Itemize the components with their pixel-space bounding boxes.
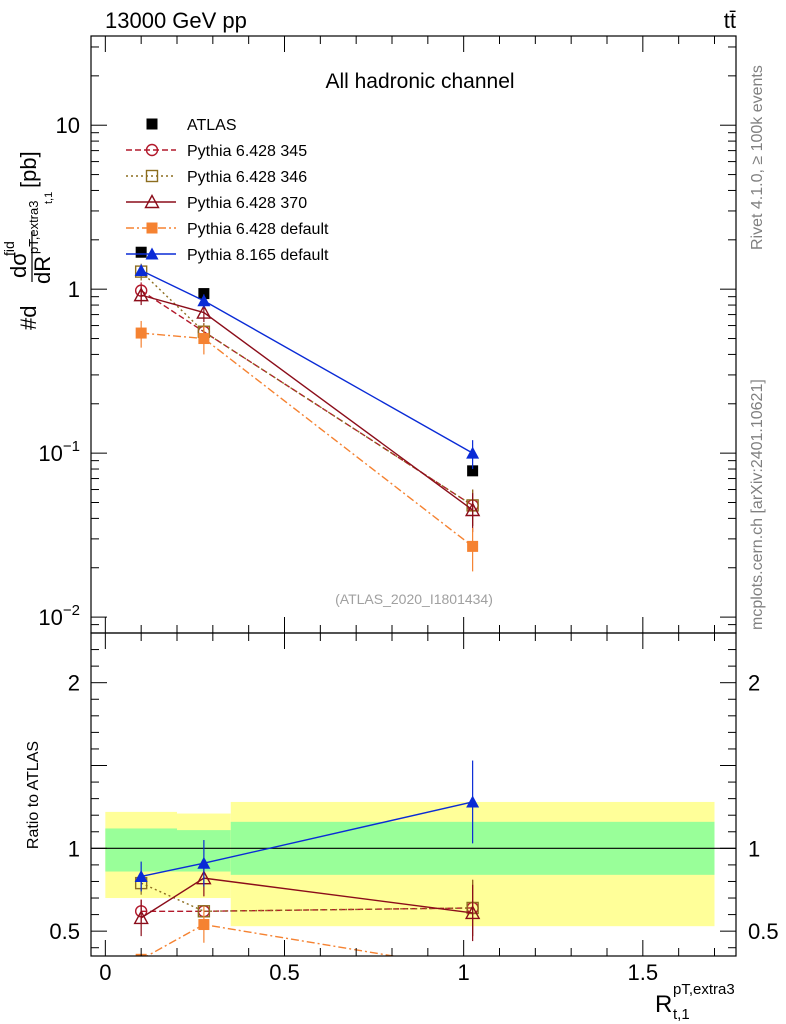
ratio-line-pythia-6-428-default bbox=[145, 923, 398, 956]
ratio-point-pythia-6-428-default bbox=[198, 919, 210, 931]
legend-entry-atlas: ATLAS bbox=[146, 117, 237, 134]
main-series-pythia-8-165-default bbox=[134, 263, 480, 470]
main-point-pythia-6-428-370 bbox=[133, 287, 149, 302]
ratio-point-pythia-6-428-370 bbox=[464, 904, 481, 920]
legend-entry-pythia-6-428-default: Pythia 6.428 default bbox=[126, 221, 329, 238]
main-ytick-label: 10 bbox=[56, 113, 80, 138]
ratio-xtick-label: 0.5 bbox=[269, 960, 300, 985]
main-ylabel-denominator: dR bbox=[30, 256, 55, 284]
legend-marker-pythia-6-428-default bbox=[146, 222, 158, 234]
main-line-pythia-6-428-370 bbox=[140, 294, 474, 511]
ratio-line-pythia-6-428-345 bbox=[141, 907, 473, 912]
legend-entry-pythia-6-428-345: Pythia 6.428 345 bbox=[126, 143, 307, 160]
main-series-pythia-6-428-370 bbox=[133, 286, 481, 533]
main-line-pythia-8-165-default bbox=[140, 269, 473, 454]
ratio-panel-frame bbox=[90, 632, 737, 957]
process-label: tt̄ bbox=[724, 8, 736, 33]
main-point-pythia-8-165-default bbox=[197, 294, 211, 307]
ratio-ytick-label-right: 0.5 bbox=[748, 919, 779, 944]
main-point-pythia-6-428-370 bbox=[196, 304, 212, 319]
ratio-xtick-label: 1 bbox=[458, 960, 470, 985]
legend-marker-pythia-6-428-346 bbox=[145, 169, 159, 183]
ratio-point-pythia-8-165-default bbox=[197, 856, 211, 869]
ratio-ytick-label-right: 2 bbox=[748, 671, 760, 696]
ratio-point-pythia-8-165-default bbox=[134, 869, 148, 882]
analysis-watermark: (ATLAS_2020_I1801434) bbox=[335, 591, 493, 607]
legend-entry-pythia-6-428-346: Pythia 6.428 346 bbox=[126, 169, 307, 186]
ratio-series-pythia-8-165-default bbox=[134, 760, 480, 892]
ratio-point-pythia-6-428-370 bbox=[133, 909, 149, 925]
legend-marker-atlas bbox=[146, 118, 158, 130]
main-ylabel-sigma: dσ bbox=[6, 252, 31, 278]
xlabel-main: R bbox=[655, 991, 672, 1018]
ratio-ylabel: Ratio to ATLAS bbox=[25, 741, 42, 849]
main-series-atlas bbox=[135, 246, 479, 477]
main-point-pythia-6-428-default bbox=[198, 333, 210, 345]
legend-label-pythia-6-428-370: Pythia 6.428 370 bbox=[187, 195, 307, 212]
ratio-panel-plot-area bbox=[91, 760, 736, 956]
mcplots-label: mcplots.cern.ch [arXiv:2401.10621] bbox=[749, 379, 766, 630]
main-point-pythia-6-428-default bbox=[467, 540, 479, 552]
ratio-xtick-label: 0 bbox=[99, 960, 111, 985]
legend-marker-pythia-8-165-default bbox=[145, 247, 159, 260]
main-ytick-label: 10−1 bbox=[38, 438, 80, 466]
main-point-pythia-6-428-default bbox=[135, 327, 147, 339]
legend-label-pythia-6-428-default: Pythia 6.428 default bbox=[187, 221, 329, 238]
legend-marker-pythia-6-428-370 bbox=[144, 194, 160, 209]
xlabel-sub: t,1 bbox=[673, 1006, 690, 1023]
main-point-atlas bbox=[467, 465, 479, 477]
main-point-pythia-8-165-default bbox=[134, 263, 148, 276]
xlabel: R pT,extra3 t,1 bbox=[655, 981, 735, 1023]
main-series-pythia-6-428-345 bbox=[134, 282, 479, 526]
ratio-ytick-label: 1 bbox=[68, 836, 80, 861]
ratio-point-pythia-8-165-default bbox=[466, 795, 480, 808]
main-point-pythia-6-428-370 bbox=[464, 502, 481, 517]
energy-label: 13000 GeV pp bbox=[105, 8, 247, 33]
ratio-ytick-label: 0.5 bbox=[49, 919, 80, 944]
main-title: All hadronic channel bbox=[325, 70, 514, 93]
ratio-panel-axes: 0 0.5 1 1.5 0.5 0.5 1 1 2 2 bbox=[49, 632, 779, 985]
main-ylabel-den-sup: pT,extra3 bbox=[26, 201, 41, 254]
main-point-atlas bbox=[198, 288, 210, 300]
main-line-pythia-6-428-default bbox=[141, 332, 474, 547]
xlabel-sup: pT,extra3 bbox=[673, 981, 735, 998]
legend-label-pythia-6-428-346: Pythia 6.428 346 bbox=[187, 169, 307, 186]
main-ylabel-units: [pb] bbox=[16, 151, 41, 188]
main-point-atlas bbox=[135, 246, 147, 258]
main-point-pythia-8-165-default bbox=[466, 446, 480, 459]
legend-label-atlas: ATLAS bbox=[187, 117, 237, 134]
main-ylabel-prefix: #d bbox=[16, 306, 41, 330]
ratio-ytick-label: 2 bbox=[68, 671, 80, 696]
legend-entry-pythia-6-428-370: Pythia 6.428 370 bbox=[126, 194, 307, 212]
main-ylabel-sigma-sup: fid bbox=[1, 241, 17, 256]
main-ylabel-den-sub: t,1 bbox=[43, 192, 55, 204]
main-ytick-label: 1 bbox=[68, 277, 80, 302]
ratio-xtick-label: 1.5 bbox=[628, 960, 659, 985]
legend-label-pythia-6-428-345: Pythia 6.428 345 bbox=[187, 143, 307, 160]
main-series-pythia-6-428-346 bbox=[134, 263, 479, 526]
main-panel-axes: 10−2 10−1 1 10 bbox=[38, 36, 736, 634]
main-panel-plot-area bbox=[133, 246, 481, 572]
legend-marker-pythia-6-428-345 bbox=[145, 143, 159, 157]
ratio-ytick-label-right: 1 bbox=[748, 836, 760, 861]
legend: ATLAS Pythia 6.428 345 Pythia 6.428 346 Pyt… bbox=[126, 117, 329, 264]
main-series-pythia-6-428-default bbox=[135, 320, 479, 572]
main-ylabel: #d dσ fid dR pT,extra3 t,1 [pb] bbox=[1, 151, 55, 330]
main-ytick-label: 10−2 bbox=[38, 602, 80, 630]
legend-label-pythia-8-165-default: Pythia 8.165 default bbox=[187, 247, 329, 264]
legend-entry-pythia-8-165-default: Pythia 8.165 default bbox=[126, 247, 329, 264]
rivet-version-label: Rivet 4.1.0, ≥ 100k events bbox=[749, 65, 766, 250]
